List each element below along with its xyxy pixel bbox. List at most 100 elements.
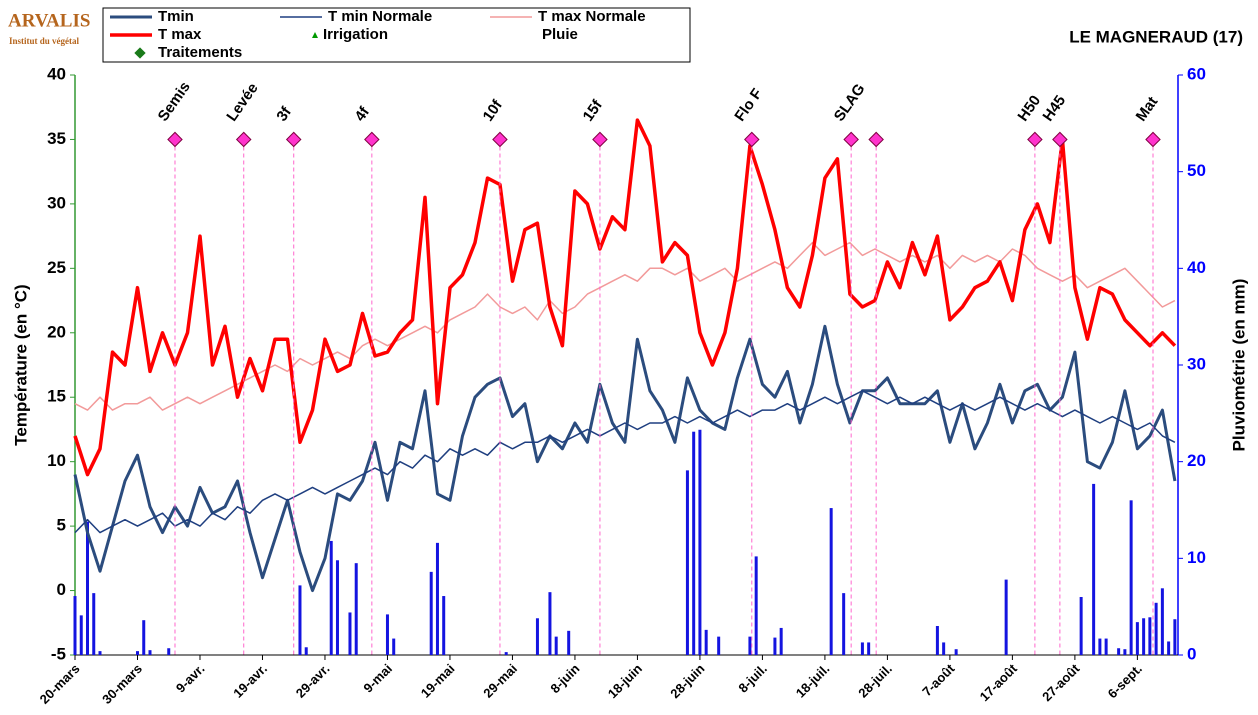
x-tick-label: 19-avr.: [230, 661, 270, 701]
rain-bar: [567, 630, 571, 655]
rain-bar: [748, 636, 752, 655]
y-tick-label: 20: [47, 322, 66, 341]
stage-marker: [492, 131, 508, 148]
rain-bar: [79, 615, 83, 655]
y2-axis-title: Pluviométrie (en mm): [1229, 279, 1248, 452]
x-tick-label: 29-avr.: [293, 661, 333, 701]
stage-label: 10f: [480, 96, 507, 124]
stage-label: H45: [1039, 92, 1069, 124]
y2-tick-label: 0: [1187, 644, 1196, 663]
rain-bar: [73, 596, 77, 655]
stage-label: 15f: [580, 96, 607, 124]
rain-bar: [142, 620, 146, 655]
x-tick-label: 8-juil.: [735, 661, 770, 696]
y-tick-label: 15: [47, 387, 66, 406]
legend-label: T max: [158, 26, 202, 43]
rain-bar: [1098, 638, 1102, 655]
rain-bar: [1142, 618, 1146, 655]
rain-bar: [1079, 597, 1083, 655]
x-tick-label: 18-juil.: [793, 661, 833, 701]
x-tick-label: 6-sept.: [1105, 661, 1145, 701]
stage-marker: [868, 131, 884, 148]
rain-bar: [298, 585, 302, 655]
y-tick-label: -5: [51, 644, 66, 663]
rain-bar: [304, 647, 308, 655]
legend-box: [102, 7, 691, 63]
rain-bar: [754, 556, 758, 655]
x-tick-label: 7-août: [919, 660, 958, 699]
rain-bar: [1123, 649, 1127, 655]
rain-bar: [1160, 588, 1164, 655]
legend-label: Irrigation: [323, 26, 388, 43]
stage-marker: [1027, 131, 1043, 148]
y-tick-label: 0: [57, 580, 66, 599]
x-tick-label: 20-mars: [37, 661, 83, 707]
y2-tick-label: 10: [1187, 548, 1206, 567]
chart-title: LE MAGNERAUD (17): [1069, 27, 1243, 46]
logo-name: ARVALIS: [8, 10, 90, 31]
x-tick-label: 9-mai: [360, 661, 395, 696]
y2-tick-label: 30: [1187, 354, 1206, 373]
rain-bar: [717, 636, 721, 655]
stage-marker: [285, 131, 302, 148]
legend-label: T min Normale: [328, 8, 432, 25]
rain-bar: [92, 593, 96, 655]
x-tick-label: 18-juin: [605, 661, 645, 701]
x-tick-label: 8-juin: [547, 661, 582, 696]
stage-marker: [1145, 131, 1161, 148]
stage-label: H50: [1014, 92, 1044, 124]
rain-bar: [1154, 602, 1158, 655]
logo-tagline: Institut du végétal: [9, 36, 80, 46]
x-tick-label: 27-août: [1039, 660, 1083, 704]
stage-marker: [744, 131, 760, 148]
rain-bar: [829, 508, 833, 655]
legend-label: Pluie: [542, 26, 578, 43]
rain-bar: [704, 629, 708, 655]
stage-label: 4f: [351, 103, 373, 124]
rain-bar: [867, 642, 871, 655]
x-tick-label: 17-août: [977, 660, 1021, 704]
rain-bar: [554, 636, 558, 655]
legend-swatch: [312, 32, 318, 38]
stage-label: 3f: [273, 103, 295, 124]
y-tick-label: 10: [47, 451, 66, 470]
rain-bar: [167, 648, 171, 655]
stage-label: Levée: [223, 80, 261, 125]
rain-bar: [1129, 500, 1133, 655]
rain-bar: [1092, 483, 1096, 655]
x-tick-label: 30-mars: [99, 661, 145, 707]
x-tick-label: 9-avr.: [173, 661, 208, 696]
rain-bar: [698, 429, 702, 655]
y-tick-label: 5: [57, 516, 66, 535]
rain-bar: [354, 563, 358, 655]
legend-swatch: [134, 47, 146, 59]
stage-label: Semis: [155, 79, 194, 125]
rain-bar: [1148, 617, 1152, 655]
rain-bar: [135, 651, 139, 655]
y-tick-label: 35: [47, 129, 66, 148]
rain-bar: [860, 642, 864, 655]
rain-bar: [85, 521, 89, 655]
y-axis-title: Température (en °C): [11, 284, 30, 445]
rain-bar: [148, 650, 152, 655]
x-tick-label: 29-mai: [480, 661, 520, 701]
rain-bar: [685, 470, 689, 655]
stage-marker: [364, 131, 380, 148]
y-tick-label: 40: [47, 64, 66, 83]
rain-bar: [504, 652, 508, 655]
y-tick-label: 30: [47, 193, 66, 212]
x-tick-label: 19-mai: [418, 661, 458, 701]
rain-bar: [773, 637, 777, 655]
y-tick-label: 25: [47, 258, 66, 277]
rain-bar: [954, 649, 958, 655]
legend-label: T max Normale: [538, 8, 646, 25]
y2-tick-label: 20: [1187, 451, 1206, 470]
stage-marker: [592, 131, 608, 148]
series-line: [74, 390, 1176, 534]
x-tick-label: 28-juil.: [855, 661, 895, 701]
stage-marker: [235, 131, 252, 148]
legend-label: Traitements: [158, 44, 242, 61]
y2-tick-label: 50: [1187, 161, 1206, 180]
series-line: [73, 118, 1177, 477]
